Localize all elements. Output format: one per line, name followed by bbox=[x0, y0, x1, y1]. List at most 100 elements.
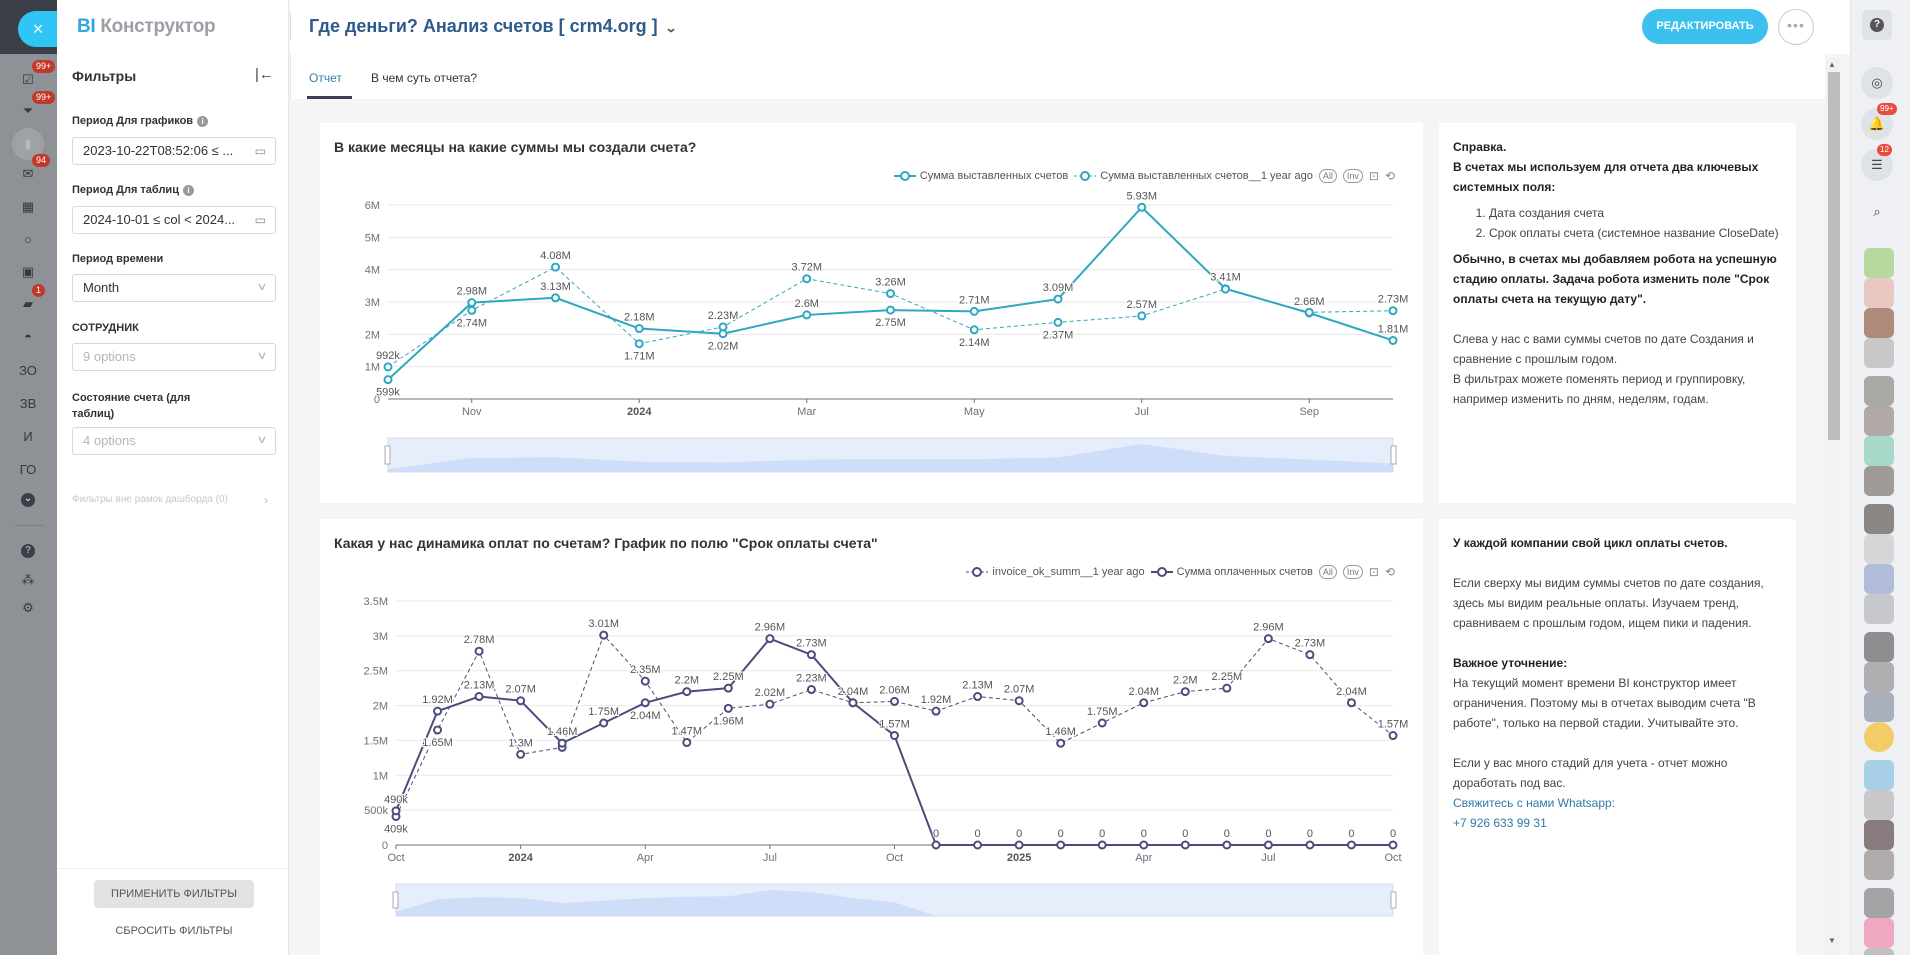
scrollbar-thumb[interactable] bbox=[1828, 72, 1840, 440]
contact-avatar[interactable] bbox=[1864, 504, 1894, 534]
rail-tasks-button[interactable]: ☑ 99+ bbox=[12, 60, 56, 94]
legend-item[interactable]: Сумма выставленных счетов bbox=[893, 170, 1068, 182]
contact-avatar[interactable] bbox=[1864, 692, 1894, 722]
rail-sitemap-button[interactable]: ⁂ bbox=[12, 566, 44, 594]
edit-button[interactable]: РЕДАКТИРОВАТЬ bbox=[1642, 9, 1768, 44]
contact-avatar[interactable] bbox=[1864, 820, 1894, 850]
contact-avatar[interactable] bbox=[1864, 632, 1894, 662]
collapse-panel-icon[interactable]: |← bbox=[255, 66, 274, 83]
contact-avatar[interactable] bbox=[1864, 436, 1894, 466]
legend-item[interactable]: invoice_ok_summ__1 year ago bbox=[966, 566, 1145, 578]
dashboard-title[interactable]: Где деньги? Анализ счетов [ crm4.org ] ⌄ bbox=[309, 16, 677, 37]
scroll-up-icon[interactable]: ▲ bbox=[1828, 60, 1836, 69]
info-icon[interactable]: i bbox=[197, 116, 209, 127]
data-point bbox=[1222, 840, 1232, 850]
data-point bbox=[973, 840, 983, 850]
contact-avatar[interactable] bbox=[1864, 760, 1894, 790]
contact-avatar[interactable] bbox=[1864, 948, 1894, 955]
contact-avatar[interactable] bbox=[1864, 662, 1894, 692]
whatsapp-link[interactable]: Свяжитесь с нами Whatsapp: bbox=[1453, 796, 1616, 810]
outside-filters-link[interactable]: Фильтры вне рамок дашборда (0) › bbox=[72, 490, 272, 510]
contact-avatar[interactable] bbox=[1864, 850, 1894, 880]
info-panel-payments: У каждой компании свой цикл оплаты счето… bbox=[1439, 519, 1796, 955]
contact-avatar[interactable] bbox=[1864, 722, 1894, 752]
rail-calendar-button[interactable]: ▦ bbox=[12, 193, 44, 221]
rail-chat-button[interactable]: ▰ 1 bbox=[12, 284, 46, 318]
rail-text-item[interactable]: ЗВ bbox=[12, 389, 44, 417]
time-grain-select[interactable]: Month ∨ bbox=[72, 274, 276, 302]
contact-avatar[interactable] bbox=[1864, 790, 1894, 820]
close-button[interactable]: × bbox=[18, 11, 58, 47]
reset-filters-button[interactable]: СБРОСИТЬ ФИЛЬТРЫ bbox=[115, 925, 233, 937]
period-charts-field[interactable]: 2023-10-22T08:52:06 ≤ ... ▭ bbox=[72, 137, 276, 165]
rail-help-button[interactable]: ? bbox=[12, 537, 44, 565]
contact-avatar[interactable] bbox=[1864, 278, 1894, 308]
help-button[interactable]: ? bbox=[1862, 10, 1892, 40]
data-label: 1.47M bbox=[672, 726, 703, 738]
apply-filters-button[interactable]: ПРИМЕНИТЬ ФИЛЬТРЫ bbox=[94, 880, 254, 908]
more-options-button[interactable]: ••• bbox=[1778, 9, 1814, 45]
zoom-slider-handle-left[interactable] bbox=[392, 891, 399, 909]
zoom-select-icon[interactable]: ⊡ bbox=[1368, 169, 1379, 183]
rail-funnel-button[interactable]: ⏷ 99+ bbox=[12, 91, 56, 125]
invoice-state-label: Состояние счета (для таблиц) bbox=[72, 392, 191, 420]
data-label: 2.37M bbox=[1043, 329, 1074, 341]
zoom-slider-handle-left[interactable] bbox=[384, 445, 391, 465]
rail-contact-card-button[interactable]: ▣ bbox=[12, 258, 44, 286]
rail-text-item[interactable]: ГО bbox=[12, 455, 44, 483]
rail-settings-button[interactable]: ⚙ bbox=[12, 594, 44, 622]
contact-avatar[interactable] bbox=[1864, 466, 1894, 496]
contact-avatar[interactable] bbox=[1864, 564, 1894, 594]
legend-item[interactable]: Сумма оплаченных счетов bbox=[1150, 566, 1313, 578]
period-tables-value: 2024-10-01 ≤ col < 2024... bbox=[83, 212, 236, 227]
calendar-icon: ▭ bbox=[254, 144, 266, 158]
legend-select-all-button[interactable]: All bbox=[1318, 565, 1337, 579]
zoom-slider-handle-right[interactable] bbox=[1390, 891, 1397, 909]
rail-circle-button[interactable]: ○ bbox=[12, 225, 44, 253]
phone-link[interactable]: +7 926 633 99 31 bbox=[1453, 816, 1547, 830]
legend-invert-button[interactable]: Inv bbox=[1342, 565, 1363, 579]
x-tick-label: Oct bbox=[387, 852, 404, 864]
info-icon[interactable]: i bbox=[182, 185, 194, 196]
contact-avatar[interactable] bbox=[1864, 888, 1894, 918]
employee-select[interactable]: 9 options ∨ bbox=[72, 343, 276, 371]
legend-select-all-button[interactable]: All bbox=[1318, 169, 1337, 183]
chat-list-button[interactable]: ☰ 12 bbox=[1861, 144, 1893, 181]
period-tables-field[interactable]: 2024-10-01 ≤ col < 2024... ▭ bbox=[72, 206, 276, 234]
period-tables-label-text: Период Для таблиц bbox=[72, 184, 179, 196]
zoom-slider-handle-right[interactable] bbox=[1390, 445, 1397, 465]
zoom-select-icon[interactable]: ⊡ bbox=[1368, 565, 1379, 579]
info-list: Дата создания счета Срок оплаты счета (с… bbox=[1489, 203, 1782, 243]
y-tick-label: 0 bbox=[374, 394, 380, 406]
rail-chevron-down-circle-button[interactable]: ⌄ bbox=[12, 486, 44, 514]
bell-button[interactable]: 🔔 99+ bbox=[1861, 103, 1897, 140]
rail-text-item[interactable]: ЗО bbox=[12, 356, 44, 384]
data-label: 2.13M bbox=[962, 680, 993, 692]
tab-about[interactable]: В чем суть отчета? bbox=[371, 71, 478, 85]
zoom-reset-icon[interactable]: ⟲ bbox=[1384, 169, 1395, 183]
contact-avatar[interactable] bbox=[1864, 918, 1894, 948]
copilot-button[interactable]: ◎ bbox=[1861, 67, 1893, 99]
rail-mail-button[interactable]: ✉ 94 bbox=[12, 154, 51, 188]
info-list-item: Срок оплаты счета (системное название Cl… bbox=[1489, 223, 1782, 243]
contact-avatar[interactable] bbox=[1864, 534, 1894, 564]
contact-avatar[interactable] bbox=[1864, 594, 1894, 624]
rail-robot-button[interactable]: ◓ bbox=[12, 322, 44, 350]
tab-report[interactable]: Отчет bbox=[309, 71, 342, 85]
invoice-state-select[interactable]: 4 options ∨ bbox=[72, 427, 276, 455]
contact-avatar[interactable] bbox=[1864, 376, 1894, 406]
scroll-down-icon[interactable]: ▼ bbox=[1828, 936, 1836, 945]
contact-avatar[interactable] bbox=[1864, 338, 1894, 368]
data-label: 1.57M bbox=[1378, 719, 1409, 731]
contact-avatar[interactable] bbox=[1864, 406, 1894, 436]
data-point bbox=[467, 298, 477, 308]
legend-item[interactable]: Сумма выставленных счетов__1 year ago bbox=[1074, 170, 1313, 182]
contact-avatar[interactable] bbox=[1864, 308, 1894, 338]
funnel-icon: ⏷ bbox=[22, 103, 34, 118]
search-button[interactable]: ⌕ bbox=[1861, 196, 1893, 228]
legend-invert-button[interactable]: Inv bbox=[1342, 169, 1363, 183]
rail-text-item[interactable]: И bbox=[12, 422, 44, 450]
contact-avatar[interactable] bbox=[1864, 248, 1894, 278]
zoom-reset-icon[interactable]: ⟲ bbox=[1384, 565, 1395, 579]
